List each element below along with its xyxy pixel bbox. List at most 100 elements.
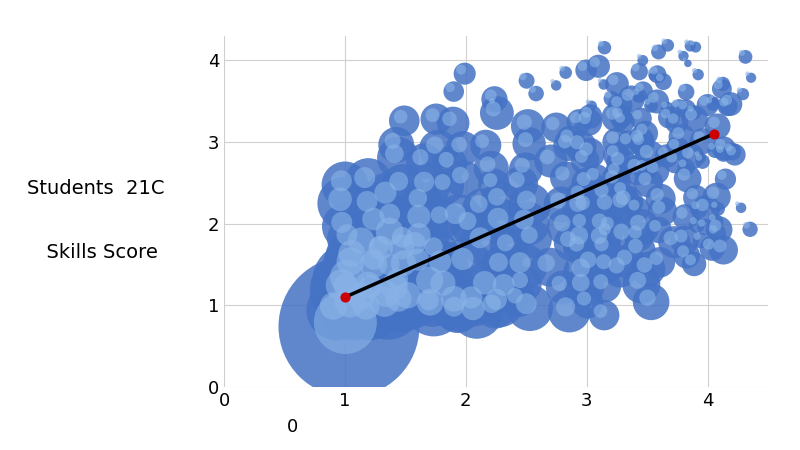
Point: [625, 95, 638, 103]
Point: [614, 196, 626, 203]
Point: [602, 202, 614, 210]
Point: [745, 74, 758, 81]
Point: [618, 201, 630, 208]
Point: [482, 161, 494, 168]
Point: [717, 247, 730, 254]
Point: [559, 224, 572, 231]
Point: [578, 295, 590, 302]
Point: [714, 145, 726, 153]
Point: [576, 63, 589, 70]
Point: [394, 113, 407, 120]
Point: [709, 147, 722, 154]
Point: [692, 71, 705, 78]
Point: [341, 274, 354, 281]
Point: [710, 230, 723, 237]
Point: [633, 84, 646, 91]
Point: [387, 215, 400, 222]
Point: [570, 139, 583, 146]
Point: [652, 48, 665, 55]
Point: [574, 244, 586, 252]
Point: [717, 80, 730, 87]
Point: [605, 224, 618, 231]
Point: [358, 174, 371, 181]
Point: [349, 254, 362, 261]
Point: [615, 228, 628, 235]
Point: [635, 162, 648, 169]
Point: [427, 243, 440, 250]
Point: [558, 138, 571, 145]
Point: [496, 263, 509, 270]
Point: [630, 95, 642, 102]
Point: [358, 241, 371, 248]
Point: [693, 134, 706, 141]
Point: [606, 134, 619, 141]
Point: [489, 304, 502, 311]
Point: [630, 88, 642, 95]
Point: [454, 66, 467, 73]
Point: [650, 191, 663, 198]
Point: [457, 145, 470, 152]
Point: [690, 44, 702, 51]
Point: [611, 170, 624, 177]
Point: [726, 148, 738, 155]
Point: [427, 281, 440, 288]
Point: [571, 189, 584, 196]
Point: [658, 101, 670, 108]
Point: [634, 136, 647, 144]
Point: [734, 204, 747, 212]
Point: [712, 81, 725, 88]
Point: [426, 301, 439, 308]
Point: [654, 74, 666, 81]
Point: [606, 148, 619, 155]
Point: [426, 112, 439, 119]
Point: [630, 64, 642, 71]
Point: [638, 166, 651, 173]
Point: [642, 266, 654, 273]
Point: [714, 243, 726, 250]
Point: [345, 278, 358, 285]
Point: [566, 239, 578, 247]
Point: [594, 307, 607, 315]
Point: [696, 158, 709, 165]
Point: [343, 299, 356, 306]
Point: [662, 105, 674, 112]
Point: [577, 176, 590, 183]
Point: [465, 221, 478, 229]
Point: [635, 223, 648, 230]
Point: [530, 90, 542, 97]
Point: [573, 232, 586, 239]
Point: [590, 175, 602, 182]
Point: [680, 105, 693, 112]
Point: [713, 76, 726, 83]
Point: [466, 305, 479, 312]
Point: [594, 278, 607, 285]
Point: [646, 72, 659, 79]
Point: [339, 286, 352, 293]
Point: [418, 178, 430, 185]
Point: [383, 228, 396, 235]
Point: [396, 299, 409, 306]
Point: [718, 145, 730, 152]
Point: [678, 56, 690, 63]
Point: [447, 295, 460, 302]
Point: [636, 57, 649, 64]
Point: [586, 260, 598, 267]
Point: [335, 282, 348, 289]
Point: [680, 38, 693, 45]
Point: [416, 235, 429, 243]
Point: [667, 140, 680, 148]
Point: [633, 233, 646, 240]
Point: [371, 260, 384, 267]
Point: [680, 252, 693, 259]
Point: [415, 198, 428, 206]
Point: [427, 303, 440, 310]
Point: [654, 195, 667, 203]
Point: [622, 140, 635, 147]
Point: [472, 200, 485, 207]
Point: [516, 162, 529, 169]
Point: [614, 184, 626, 192]
Point: [672, 130, 685, 137]
Point: [611, 109, 624, 116]
Point: [614, 266, 626, 273]
Point: [657, 148, 670, 156]
